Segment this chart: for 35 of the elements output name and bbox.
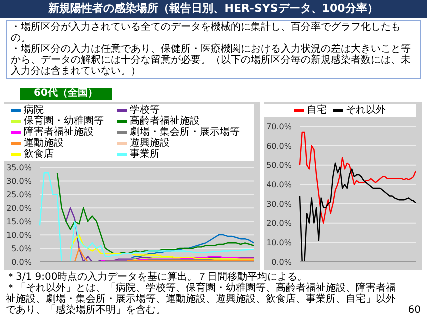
legend-label: 学校等 [130, 105, 160, 116]
text: ・場所区分の入力は任意であり、保健所・医療機関における入力状況の差は大きいこと等から、データの解釈には十分な留意が必要。（以下の場所区分毎の新規感染者数には、未入力分は含まれていない。） [11, 44, 412, 77]
legend-label: 運動施設 [24, 138, 64, 149]
legend-label: 障害者福祉施設 [24, 127, 94, 138]
text: 60 [408, 305, 421, 316]
chart-subtitle: 60代（全国） [20, 88, 112, 100]
legend-label: 飲食店 [24, 149, 54, 160]
chart-title: 新規陽性者の感染場所（報告日別、HER-SYSデータ、100分率） [0, 0, 427, 18]
y-tick-label: 40.0% [266, 180, 292, 190]
y-tick-label: 60.0% [266, 142, 292, 151]
text: ・場所区分が入力されている全てのデータを機械的に集計し、百分率でグラフ化したもの。 [11, 22, 402, 44]
legend-label: 病院 [24, 105, 44, 116]
y-tick-label: 25.0% [6, 190, 32, 200]
legend-label: それ以外 [346, 105, 386, 116]
y-tick-label: 20.0% [266, 219, 292, 228]
legend-label: 事業所 [130, 149, 160, 160]
y-tick-label: 30.0% [6, 177, 32, 186]
y-tick-label: 35.0% [6, 164, 32, 173]
y-tick-label: 70.0% [266, 122, 292, 132]
y-tick-label: 0.0% [12, 258, 32, 267]
y-tick-label: 0.0% [272, 258, 292, 267]
legend-label: 自宅 [307, 105, 327, 116]
text: ＊「それ以外」とは、「病院、学校等、保育園・幼稚園等、高齢者福祉施設、障害者福祉施設、劇場・集会所・展示場等、運動施設、遊興施設、飲食店、事業所、自宅」以外であり、「感染場所不明」を含む。 [6, 283, 397, 316]
legend-label: 遊興施設 [130, 138, 170, 149]
y-tick-label: 20.0% [6, 204, 32, 213]
legend-label: 高齢者福祉施設 [130, 116, 200, 127]
y-tick-label: 5.0% [12, 244, 32, 254]
y-tick-label: 15.0% [6, 217, 32, 226]
y-tick-label: 10.0% [266, 238, 292, 248]
y-tick-label: 30.0% [266, 200, 292, 209]
legend-label: 保育園・幼稚園等 [24, 116, 104, 127]
y-tick-label: 50.0% [266, 161, 292, 170]
text: ＊3/1 9:00時点の入力データを基に算出。７日間移動平均による。 [6, 272, 308, 283]
legend-label: 劇場・集会所・展示場等 [130, 127, 240, 138]
y-tick-label: 10.0% [6, 230, 32, 240]
